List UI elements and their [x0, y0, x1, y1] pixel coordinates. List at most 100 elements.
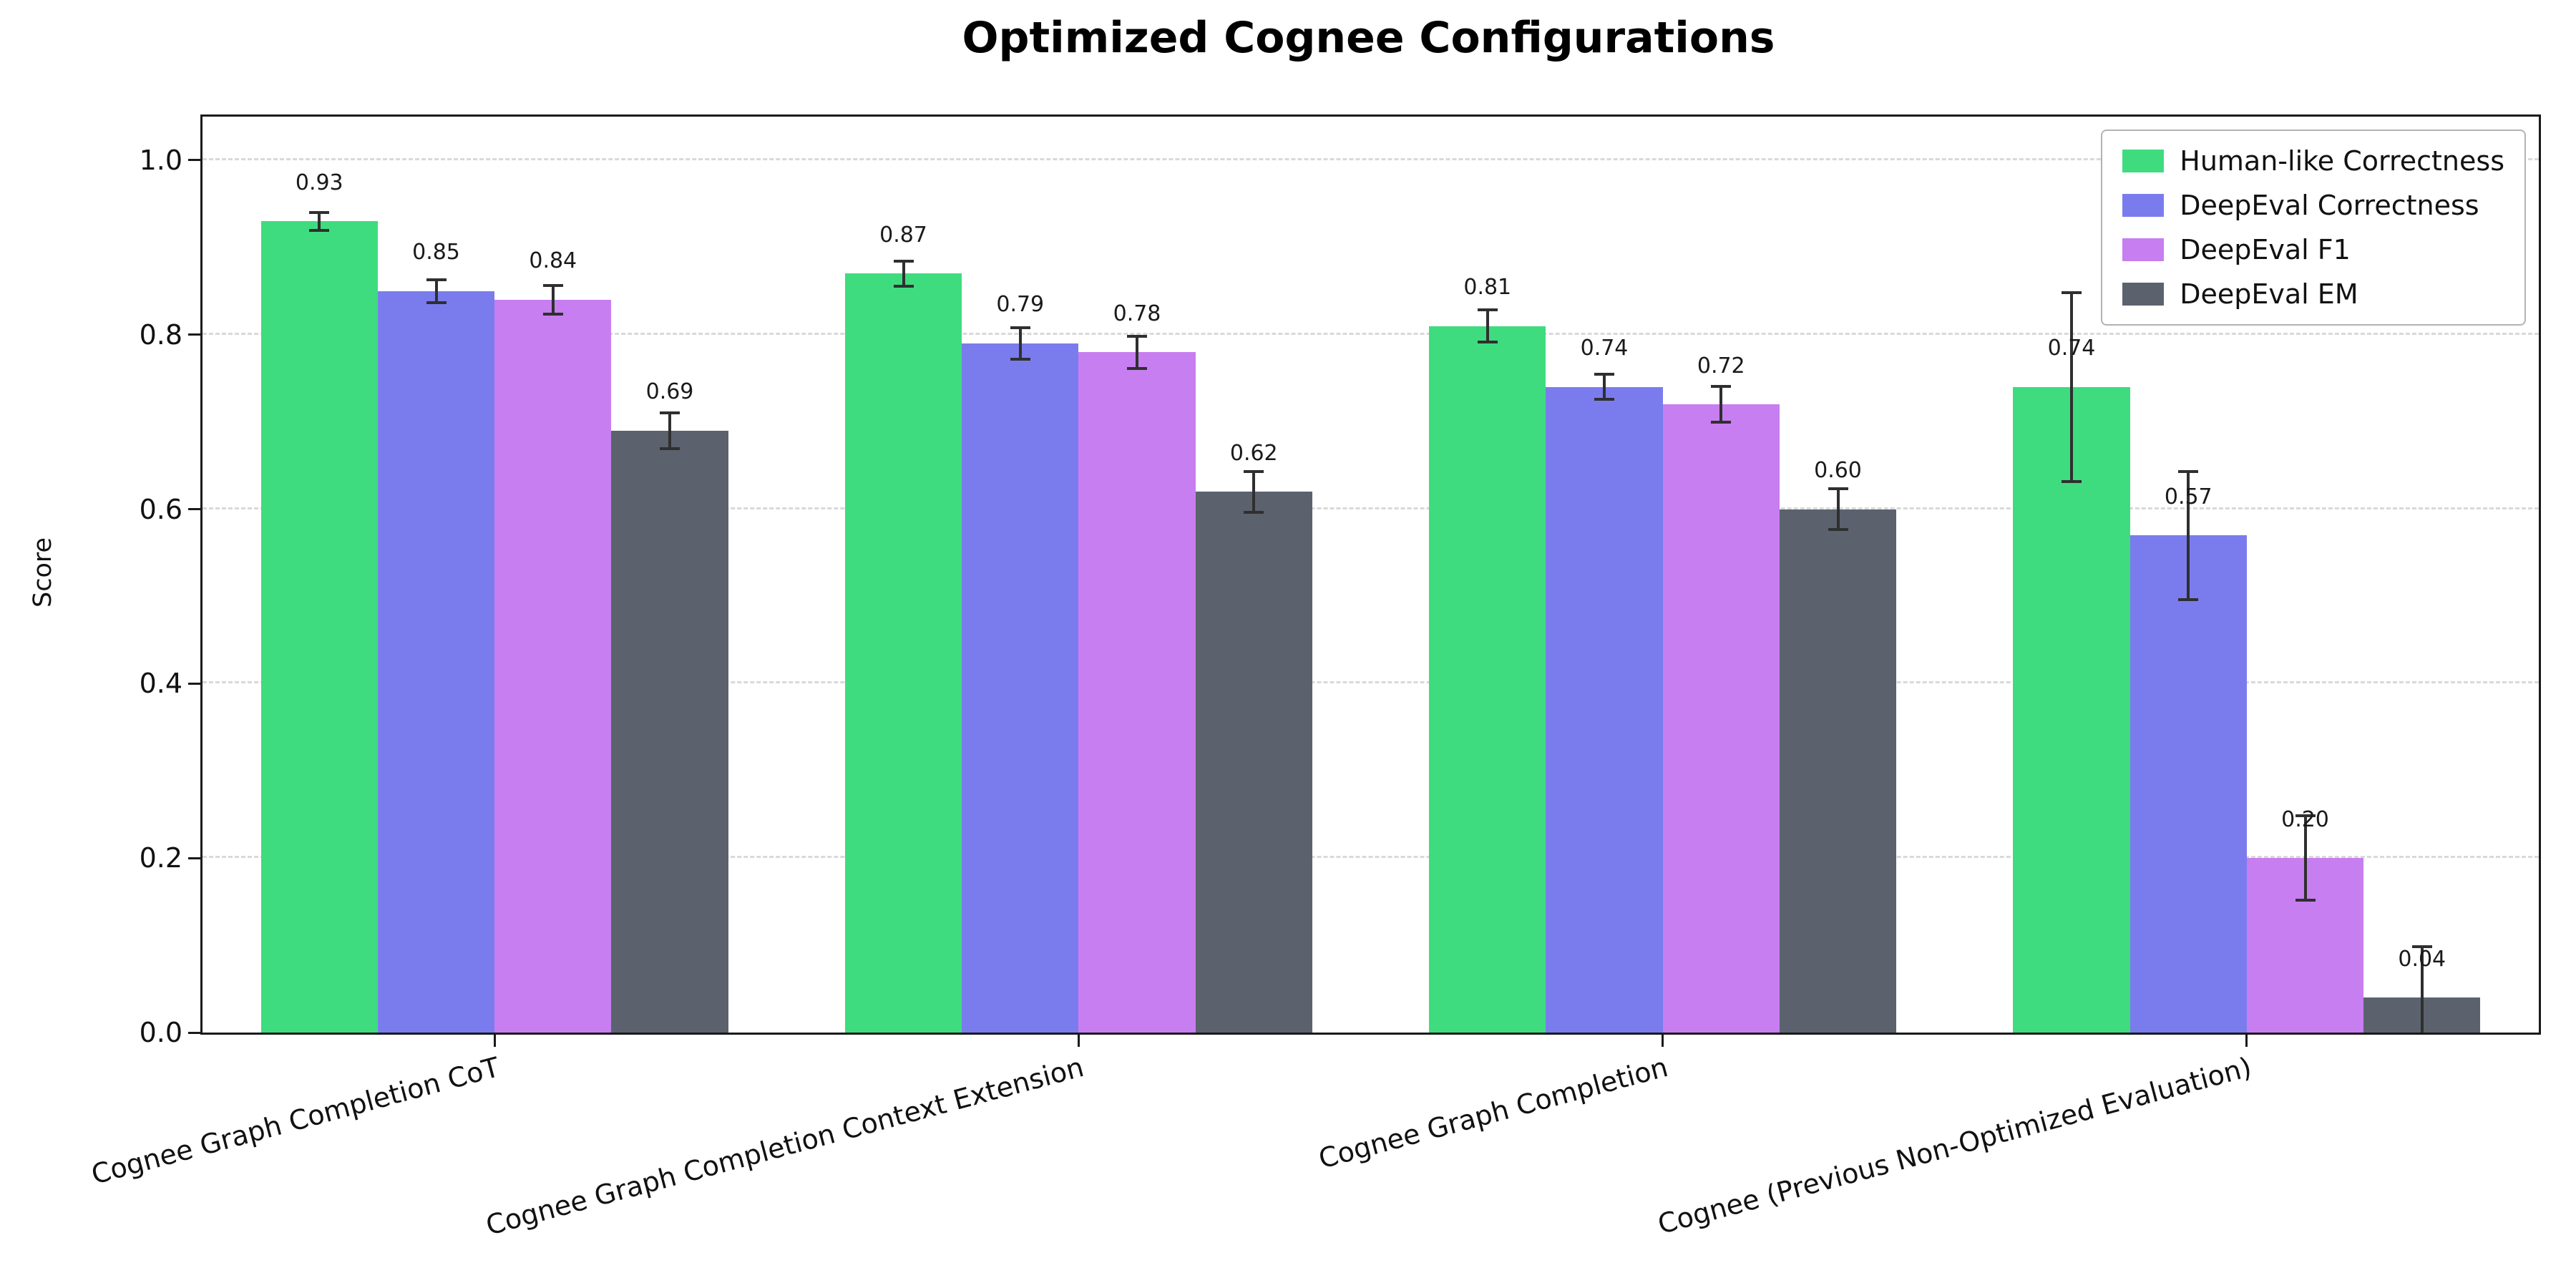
- x-tick-label-text-3: Cognee Graph Completion: [1314, 1051, 1672, 1175]
- error-bar-line: [902, 259, 905, 288]
- y-tick-label-0.6: 0.6: [139, 493, 182, 525]
- bar-value-label-group-2-series-1: 0.87: [879, 222, 927, 248]
- bar-deepeval-correctness-group-4: [2129, 535, 2247, 1033]
- error-bar-group-4-series-3: [2295, 814, 2316, 902]
- plot-area: Human-like Correctness DeepEval Correctne…: [88, 114, 2541, 1241]
- error-bar-group-4-series-4: [2411, 945, 2432, 1033]
- error-bar-cap-top: [1594, 373, 1614, 376]
- bar-value-label-group-2-series-2: 0.79: [996, 292, 1045, 318]
- error-bar-cap-top: [426, 278, 447, 281]
- error-bar-cap-bottom: [2295, 899, 2316, 902]
- error-bar-cap-bottom: [2178, 597, 2199, 601]
- error-bar-cap-bottom: [660, 447, 680, 450]
- error-bar-line: [668, 411, 671, 450]
- error-bar-line: [1252, 469, 1256, 514]
- legend-entry-deepeval-f1: DeepEval F1: [2122, 234, 2504, 265]
- y-tick-label-0.0: 0.0: [139, 1017, 182, 1048]
- error-bar-cap-top: [1711, 385, 1732, 389]
- error-bar-cap-bottom: [426, 301, 447, 305]
- error-bar-cap-top: [1010, 326, 1030, 329]
- y-axis-label-text: Score: [29, 537, 57, 608]
- error-bar-line: [2420, 945, 2424, 1033]
- error-bar-cap-top: [893, 259, 914, 263]
- error-bar-group-1-series-1: [309, 210, 330, 232]
- bar-deepeval-f1-group-2: [1078, 352, 1196, 1033]
- error-bar-group-4-series-1: [2062, 291, 2082, 483]
- error-bar-cap-bottom: [1010, 358, 1030, 361]
- error-bar-line: [1485, 308, 1489, 343]
- y-tick-mark-1.0: [188, 159, 200, 162]
- error-bar-group-4-series-2: [2178, 469, 2199, 601]
- error-bar-line: [551, 284, 555, 316]
- bar-value-label-group-4-series-2: 0.57: [2164, 484, 2212, 509]
- y-axis-label: Score: [21, 114, 64, 1030]
- bar-value-label-group-2-series-3: 0.78: [1113, 301, 1161, 326]
- error-bar-line: [434, 278, 438, 305]
- bar-deepeval-f1-group-3: [1662, 404, 1780, 1033]
- y-tick-label-1.0: 1.0: [139, 144, 182, 176]
- bar-value-label-group-3-series-1: 0.81: [1463, 275, 1512, 300]
- bar-value-label-group-1-series-4: 0.69: [645, 379, 694, 405]
- error-bar-line: [318, 210, 321, 232]
- bar-value-label-group-2-series-4: 0.62: [1229, 440, 1278, 466]
- legend-label: DeepEval Correctness: [2180, 190, 2479, 221]
- gridline-y-1.0: [203, 157, 2539, 160]
- y-tick-label-0.2: 0.2: [139, 842, 182, 874]
- error-bar-cap-bottom: [1711, 421, 1732, 424]
- error-bar-cap-top: [1828, 487, 1848, 491]
- error-bar-group-3-series-3: [1711, 385, 1732, 424]
- error-bar-line: [1136, 334, 1138, 370]
- error-bar-cap-top: [2178, 469, 2199, 473]
- error-bar-line: [2303, 814, 2307, 902]
- x-tick-mark-2: [1077, 1035, 1080, 1047]
- x-tick-mark-3: [1662, 1035, 1664, 1047]
- x-tick-label-text-1: Cognee Graph Completion CoT: [87, 1051, 503, 1191]
- gridline-y-0.2: [203, 856, 2539, 859]
- error-bar-group-2-series-4: [1244, 469, 1264, 514]
- error-bar-cap-top: [660, 411, 680, 415]
- y-tick-mark-0.6: [188, 508, 200, 511]
- bar-value-label-group-4-series-1: 0.74: [2047, 336, 2096, 361]
- bar-deepeval-f1-group-1: [494, 300, 612, 1033]
- error-bar-group-1-series-3: [542, 284, 563, 316]
- error-bar-line: [1603, 373, 1606, 401]
- x-tick-mark-4: [2245, 1035, 2248, 1047]
- bar-value-label-group-3-series-3: 0.72: [1697, 353, 1745, 379]
- legend-swatch-icon: [2122, 194, 2165, 217]
- y-tick-mark-0.2: [188, 857, 200, 859]
- error-bar-cap-bottom: [309, 228, 330, 232]
- error-bar-cap-top: [542, 284, 563, 288]
- gridline-y-0.8: [203, 332, 2539, 335]
- y-tick-mark-0.0: [188, 1031, 200, 1034]
- bar-deepeval-correctness-group-3: [1546, 386, 1663, 1033]
- error-bar-line: [1719, 385, 1723, 424]
- legend-swatch-icon: [2122, 150, 2165, 172]
- bar-human-like-correctness-group-2: [844, 273, 962, 1033]
- bar-human-like-correctness-group-3: [1429, 326, 1546, 1033]
- error-bar-group-2-series-3: [1127, 334, 1147, 370]
- error-bar-cap-top: [2062, 291, 2082, 294]
- x-tick-label-text-2: Cognee Graph Completion Context Extensio…: [482, 1051, 1087, 1241]
- bar-deepeval-em-group-1: [611, 430, 728, 1033]
- gridline-y-0.6: [203, 507, 2539, 509]
- legend-entry-human-like-correctness: Human-like Correctness: [2122, 145, 2504, 177]
- legend-swatch-icon: [2122, 238, 2165, 261]
- bar-human-like-correctness-group-4: [2013, 386, 2130, 1033]
- error-bar-cap-bottom: [2062, 480, 2082, 483]
- error-bar-cap-bottom: [1244, 510, 1264, 514]
- legend-entry-deepeval-correctness: DeepEval Correctness: [2122, 190, 2504, 221]
- error-bar-cap-bottom: [542, 312, 563, 316]
- bar-value-label-group-4-series-3: 0.20: [2281, 806, 2329, 832]
- error-bar-group-3-series-1: [1477, 308, 1498, 343]
- error-bar-cap-top: [2411, 945, 2432, 949]
- bar-human-like-correctness-group-1: [260, 221, 378, 1033]
- bar-value-label-group-1-series-1: 0.93: [295, 170, 343, 195]
- error-bar-cap-bottom: [1828, 528, 1848, 532]
- bar-deepeval-correctness-group-1: [377, 291, 495, 1033]
- x-tick-mark-1: [493, 1035, 496, 1047]
- gridline-y-0.4: [203, 681, 2539, 684]
- error-bar-group-1-series-4: [660, 411, 680, 450]
- legend: Human-like Correctness DeepEval Correctne…: [2101, 130, 2526, 326]
- y-tick-label-0.8: 0.8: [139, 318, 182, 351]
